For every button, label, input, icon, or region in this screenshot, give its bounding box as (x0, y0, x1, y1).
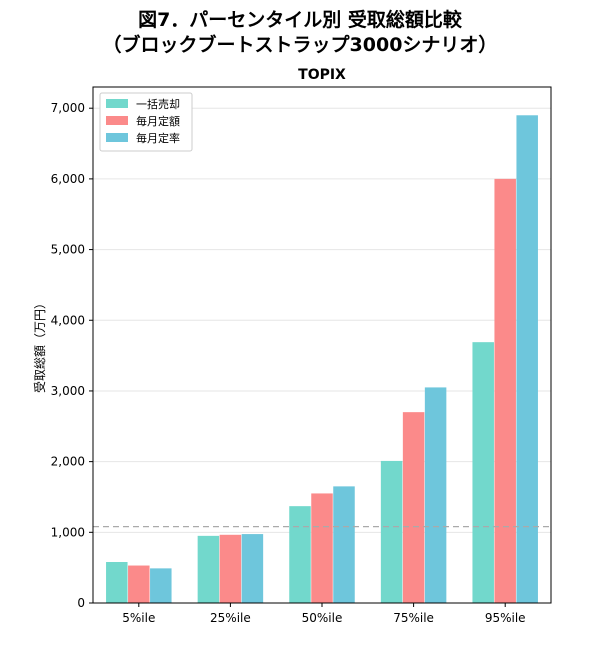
x-tick-label: 50%ile (302, 611, 343, 625)
bar (128, 565, 150, 603)
x-tick-label: 95%ile (485, 611, 526, 625)
bar (311, 493, 333, 603)
bar (333, 486, 355, 603)
legend-label: 毎月定額 (136, 114, 180, 128)
bar (289, 506, 311, 603)
x-ticks: 5%ile 25%ile 50%ile 75%ile 95%ile (122, 603, 526, 625)
y-tick-label: 5,000 (51, 243, 85, 257)
y-tick-label: 3,000 (51, 384, 85, 398)
y-tick-label: 7,000 (51, 101, 85, 115)
bar (380, 460, 403, 603)
legend-label: 一括売却 (136, 97, 180, 111)
y-tick-label: 6,000 (51, 172, 85, 186)
legend-swatch (106, 116, 128, 125)
bar (494, 178, 516, 603)
bar (150, 568, 172, 603)
bar (516, 115, 538, 603)
bar (219, 534, 242, 603)
bars (106, 115, 538, 603)
y-tick-label: 4,000 (51, 313, 85, 327)
x-tick-label: 5%ile (122, 611, 155, 625)
bar (106, 562, 128, 603)
bar (402, 412, 425, 603)
figure-title-line2: （ブロックブートストラップ3000シナリオ） (102, 34, 498, 56)
figure-title-line1: 図7．パーセンタイル別 受取総額比較 (138, 9, 462, 31)
x-tick-label: 75%ile (393, 611, 434, 625)
legend-swatch (106, 133, 128, 142)
chart-title: TOPIX (298, 67, 346, 83)
y-axis-label: 受取総額（万円） (33, 297, 47, 393)
y-tick-label: 0 (77, 596, 85, 610)
bar (472, 342, 494, 603)
x-tick-label: 25%ile (210, 611, 251, 625)
bar (424, 387, 447, 603)
y-tick-label: 2,000 (51, 455, 85, 469)
bar (197, 535, 220, 603)
legend-swatch (106, 99, 128, 108)
y-ticks: 0 1,000 2,000 3,000 4,000 5,000 6,000 7,000 (51, 101, 93, 610)
legend-label: 毎月定率 (136, 131, 180, 145)
y-tick-label: 1,000 (51, 525, 85, 539)
bar (241, 534, 264, 603)
